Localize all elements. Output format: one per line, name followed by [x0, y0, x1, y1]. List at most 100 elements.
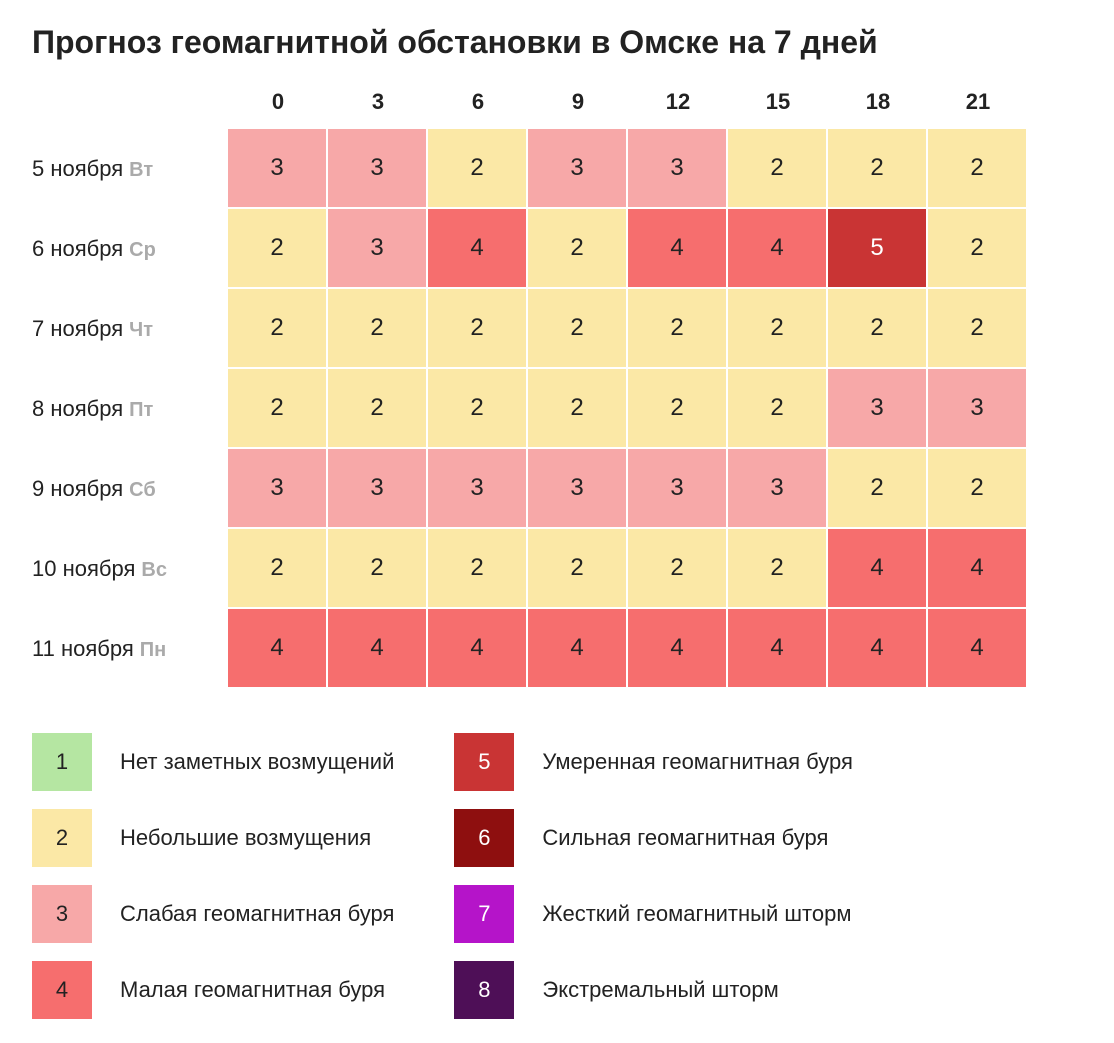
row-date: 5 ноября [32, 156, 123, 181]
hour-header: 9 [528, 89, 628, 129]
row-day-of-week: Пт [129, 399, 153, 421]
row-day-of-week: Сб [129, 479, 156, 501]
heatmap-cell: 2 [628, 289, 728, 369]
heatmap-cell: 4 [828, 529, 928, 609]
hour-header: 12 [628, 89, 728, 129]
legend-item: 1 Нет заметных возмущений [32, 733, 394, 791]
page-title: Прогноз геомагнитной обстановки в Омске … [32, 24, 1082, 61]
header-spacer [32, 89, 228, 129]
heatmap-cell: 2 [228, 289, 328, 369]
heatmap-cell: 4 [628, 609, 728, 689]
heatmap-cell: 2 [728, 369, 828, 449]
row-date-label: 6 ноября Ср [32, 236, 228, 262]
heatmap-cell: 2 [428, 289, 528, 369]
heatmap-cell: 4 [528, 609, 628, 689]
heatmap-cell: 2 [528, 209, 628, 289]
legend-label: Умеренная геомагнитная буря [542, 749, 852, 775]
heatmap-cell: 2 [728, 129, 828, 209]
heatmap-cell: 5 [828, 209, 928, 289]
forecast-row: 8 ноябряПт22222233 [32, 369, 1082, 449]
heatmap-cell: 2 [328, 529, 428, 609]
forecast-row: 5 ноябряВт33233222 [32, 129, 1082, 209]
hour-header: 18 [828, 89, 928, 129]
row-date-label: 5 ноября Вт [32, 156, 228, 182]
row-date: 10 ноября [32, 556, 135, 581]
heatmap-cell: 4 [828, 609, 928, 689]
heatmap-cell: 2 [928, 449, 1028, 529]
heatmap-cell: 2 [428, 129, 528, 209]
row-date-label: 7 ноябряЧт [32, 316, 228, 342]
hour-header: 21 [928, 89, 1028, 129]
forecast-row: 6 ноябряСр23424452 [32, 209, 1082, 289]
heatmap-cell: 2 [728, 289, 828, 369]
legend-item: 5 Умеренная геомагнитная буря [454, 733, 852, 791]
heatmap-cell: 2 [928, 289, 1028, 369]
heatmap-cell: 2 [628, 369, 728, 449]
legend-swatch: 1 [32, 733, 92, 791]
hour-header: 15 [728, 89, 828, 129]
row-date: 6 ноября [32, 236, 123, 261]
heatmap-cell: 4 [428, 209, 528, 289]
heatmap-cell: 4 [928, 529, 1028, 609]
hour-header: 0 [228, 89, 328, 129]
heatmap-cell: 2 [728, 529, 828, 609]
heatmap-cell: 2 [228, 529, 328, 609]
hour-header: 3 [328, 89, 428, 129]
hours-header-row: 036912151821 [32, 89, 1082, 129]
legend-item: 6Сильная геомагнитная буря [454, 809, 852, 867]
heatmap-cell: 3 [828, 369, 928, 449]
heatmap-cell: 2 [828, 129, 928, 209]
heatmap-cell: 3 [328, 129, 428, 209]
heatmap-cell: 4 [328, 609, 428, 689]
heatmap-cell: 4 [428, 609, 528, 689]
row-date: 8 ноября [32, 396, 123, 421]
forecast-row: 10 ноябряВс22222244 [32, 529, 1082, 609]
legend: 1 Нет заметных возмущений 2 Небольшие возму… [32, 733, 1082, 1019]
heatmap-cell: 3 [528, 449, 628, 529]
heatmap-cell: 2 [528, 529, 628, 609]
heatmap-cell: 3 [228, 449, 328, 529]
legend-column-right: 5 Умеренная геомагнитная буря 6Сильная гео… [454, 733, 852, 1019]
legend-label: Слабая геомагнитная буря [120, 901, 394, 927]
legend-swatch: 8 [454, 961, 514, 1019]
heatmap-cell: 2 [928, 209, 1028, 289]
row-day-of-week: Ср [129, 239, 156, 261]
legend-label: Экстремальный шторм [542, 977, 778, 1003]
legend-swatch: 5 [454, 733, 514, 791]
legend-item: 2 Небольшие возмущения [32, 809, 394, 867]
heatmap-cell: 4 [928, 609, 1028, 689]
legend-label: Нет заметных возмущений [120, 749, 394, 775]
row-date: 11 ноября [32, 636, 134, 661]
legend-swatch: 6 [454, 809, 514, 867]
hour-header: 6 [428, 89, 528, 129]
legend-column-left: 1 Нет заметных возмущений 2 Небольшие возму… [32, 733, 394, 1019]
heatmap-cell: 3 [728, 449, 828, 529]
legend-swatch: 3 [32, 885, 92, 943]
heatmap-cell: 3 [528, 129, 628, 209]
row-day-of-week: Вс [141, 559, 167, 581]
legend-swatch: 4 [32, 961, 92, 1019]
legend-swatch: 2 [32, 809, 92, 867]
legend-label: Небольшие возмущения [120, 825, 371, 851]
row-date-label: 8 ноября Пт [32, 396, 228, 422]
heatmap-cell: 2 [328, 289, 428, 369]
heatmap-cell: 2 [928, 129, 1028, 209]
heatmap-cell: 3 [428, 449, 528, 529]
heatmap-cell: 2 [828, 449, 928, 529]
row-day-of-week: Вт [129, 159, 153, 181]
heatmap-cell: 2 [528, 289, 628, 369]
heatmap-cell: 2 [828, 289, 928, 369]
forecast-row: 11 ноябряПн44444444 [32, 609, 1082, 689]
heatmap-cell: 2 [228, 209, 328, 289]
heatmap-cell: 3 [228, 129, 328, 209]
forecast-row: 9 ноябряСб33333322 [32, 449, 1082, 529]
forecast-heatmap: 036912151821 5 ноябряВт332332226 ноябряС… [32, 89, 1082, 689]
heatmap-cell: 2 [428, 369, 528, 449]
legend-label: Малая геомагнитная буря [120, 977, 385, 1003]
heatmap-cell: 3 [928, 369, 1028, 449]
row-date-label: 9 ноябряСб [32, 476, 228, 502]
heatmap-cell: 2 [528, 369, 628, 449]
heatmap-cell: 2 [428, 529, 528, 609]
row-day-of-week: Пн [140, 639, 166, 661]
heatmap-cell: 3 [628, 129, 728, 209]
